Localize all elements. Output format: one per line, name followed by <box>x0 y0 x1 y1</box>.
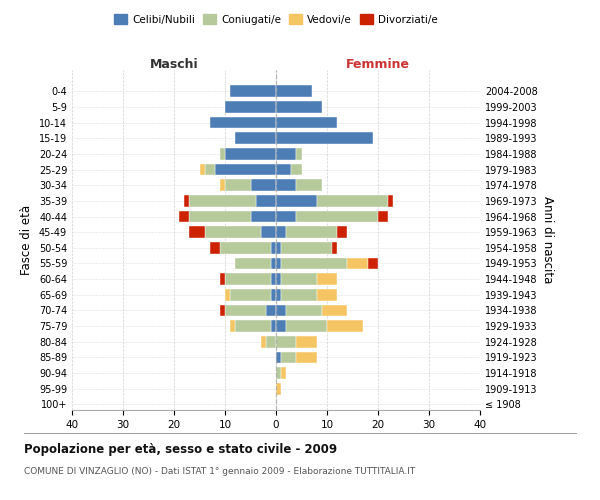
Bar <box>286 320 327 332</box>
Bar <box>276 226 286 238</box>
Bar <box>276 164 292 175</box>
Legend: Celibi/Nubili, Coniugati/e, Vedovi/e, Divorziati/e: Celibi/Nubili, Coniugati/e, Vedovi/e, Di… <box>110 10 442 29</box>
Bar <box>276 320 286 332</box>
Y-axis label: Anni di nascita: Anni di nascita <box>541 196 554 284</box>
Bar <box>225 180 251 191</box>
Bar <box>296 336 317 347</box>
Bar <box>281 274 317 285</box>
Bar <box>276 367 281 379</box>
Bar <box>276 210 296 222</box>
Bar <box>225 148 276 160</box>
Bar <box>317 195 388 206</box>
Bar <box>220 180 225 191</box>
Bar <box>281 242 332 254</box>
Bar <box>220 274 225 285</box>
Bar <box>235 320 271 332</box>
Bar <box>292 164 302 175</box>
Bar <box>281 258 347 270</box>
Bar <box>256 195 276 206</box>
Bar <box>260 336 266 347</box>
Bar <box>276 101 322 113</box>
Bar <box>235 258 271 270</box>
Bar <box>271 320 276 332</box>
Bar <box>220 148 225 160</box>
Bar <box>296 180 322 191</box>
Bar <box>251 210 276 222</box>
Bar <box>276 242 281 254</box>
Bar <box>337 226 347 238</box>
Bar <box>271 289 276 300</box>
Bar <box>276 132 373 144</box>
Bar <box>368 258 378 270</box>
Bar <box>225 289 230 300</box>
Bar <box>317 289 337 300</box>
Text: Maschi: Maschi <box>149 58 199 71</box>
Bar <box>190 226 205 238</box>
Bar <box>296 352 317 363</box>
Bar <box>184 195 190 206</box>
Bar <box>220 304 225 316</box>
Bar <box>230 86 276 97</box>
Bar <box>215 164 276 175</box>
Bar <box>276 195 317 206</box>
Bar <box>251 180 276 191</box>
Bar <box>225 304 266 316</box>
Bar <box>276 180 296 191</box>
Bar <box>225 101 276 113</box>
Bar <box>276 258 281 270</box>
Bar <box>271 242 276 254</box>
Bar <box>210 242 220 254</box>
Bar <box>296 210 378 222</box>
Bar <box>276 352 281 363</box>
Bar <box>322 304 347 316</box>
Bar <box>276 148 296 160</box>
Bar <box>286 304 322 316</box>
Bar <box>296 148 302 160</box>
Bar <box>179 210 190 222</box>
Bar <box>276 383 281 394</box>
Bar <box>230 289 271 300</box>
Bar <box>281 289 317 300</box>
Bar <box>317 274 337 285</box>
Bar <box>332 242 337 254</box>
Bar <box>190 210 251 222</box>
Bar <box>388 195 394 206</box>
Text: COMUNE DI VINZAGLIO (NO) - Dati ISTAT 1° gennaio 2009 - Elaborazione TUTTITALIA.: COMUNE DI VINZAGLIO (NO) - Dati ISTAT 1°… <box>24 468 415 476</box>
Bar <box>276 117 337 128</box>
Bar <box>220 242 271 254</box>
Bar <box>271 274 276 285</box>
Bar <box>225 274 271 285</box>
Bar <box>281 352 296 363</box>
Bar <box>276 289 281 300</box>
Bar <box>347 258 368 270</box>
Bar <box>276 304 286 316</box>
Bar <box>266 336 276 347</box>
Bar <box>266 304 276 316</box>
Bar <box>235 132 276 144</box>
Bar <box>205 164 215 175</box>
Bar <box>276 86 312 97</box>
Y-axis label: Fasce di età: Fasce di età <box>20 205 33 275</box>
Bar <box>199 164 205 175</box>
Bar <box>260 226 276 238</box>
Bar <box>230 320 235 332</box>
Bar <box>276 336 296 347</box>
Bar <box>281 367 286 379</box>
Bar <box>327 320 362 332</box>
Text: Popolazione per età, sesso e stato civile - 2009: Popolazione per età, sesso e stato civil… <box>24 442 337 456</box>
Bar <box>276 274 281 285</box>
Bar <box>286 226 337 238</box>
Bar <box>378 210 388 222</box>
Bar <box>210 117 276 128</box>
Bar <box>190 195 256 206</box>
Text: Femmine: Femmine <box>346 58 410 71</box>
Bar <box>271 258 276 270</box>
Bar <box>205 226 260 238</box>
